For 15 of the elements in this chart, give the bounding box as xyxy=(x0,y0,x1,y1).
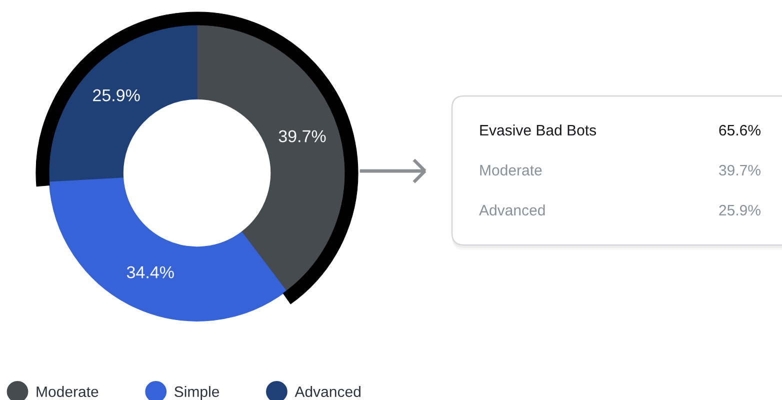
legend-label: Moderate xyxy=(36,386,98,398)
text: Evasive Bad Bots xyxy=(480,124,596,136)
data-label: 39.7% xyxy=(278,130,326,142)
data-label: 34.4% xyxy=(126,266,174,278)
data-label: 25.9% xyxy=(93,89,140,102)
text: 39.7% xyxy=(719,164,760,176)
donut-slice xyxy=(48,24,198,182)
donut-slice xyxy=(48,176,287,322)
text: Advanced xyxy=(479,204,545,216)
text: Moderate xyxy=(480,164,542,176)
text: 65.6% xyxy=(719,124,760,136)
text: 25.9% xyxy=(719,204,760,216)
donut-slice xyxy=(196,24,346,292)
legend-label: Simple xyxy=(174,386,220,400)
legend-label: Advanced xyxy=(294,386,360,398)
